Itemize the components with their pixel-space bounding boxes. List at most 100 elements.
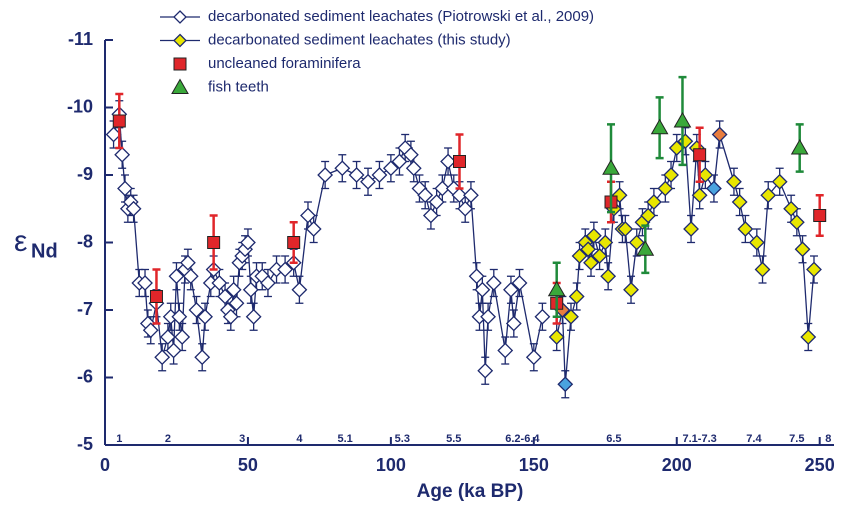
diamond-marker <box>277 261 294 278</box>
square-marker <box>287 236 301 249</box>
x-tick-label: 0 <box>100 455 110 475</box>
diamond-marker <box>711 126 728 143</box>
diamond-marker <box>171 308 188 325</box>
diamond-marker <box>117 180 133 197</box>
diamond-marker <box>154 349 171 366</box>
diamond-marker <box>434 180 451 197</box>
diamond-marker <box>477 362 494 379</box>
diamond-marker <box>405 160 422 177</box>
legend-label: uncleaned foraminifera <box>208 55 361 72</box>
diamond-marker <box>800 329 817 345</box>
diamond-marker <box>463 187 479 204</box>
y-axis-symbol: ε <box>14 225 27 258</box>
triangle-marker <box>673 111 692 128</box>
diamond-marker <box>245 308 262 325</box>
diamond-marker <box>726 173 742 190</box>
diamond-marker <box>623 281 639 298</box>
diamond-marker <box>137 275 153 291</box>
diamond-marker <box>691 187 708 204</box>
y-tick-label: -7 <box>77 299 93 319</box>
diamond-marker <box>242 281 259 298</box>
diamond-marker <box>348 167 365 183</box>
diamond-marker <box>197 308 213 325</box>
diamond-marker <box>563 308 579 325</box>
y-tick-label: -8 <box>77 231 93 251</box>
legend-marker <box>171 78 189 94</box>
stage-label: 4 <box>296 433 303 445</box>
stage-label: 8 <box>825 433 831 445</box>
square-marker <box>207 236 221 249</box>
diamond-marker <box>771 173 788 190</box>
diamond-marker <box>503 281 519 298</box>
square-marker <box>112 114 126 128</box>
diamond-marker <box>468 268 485 285</box>
diamond-marker <box>497 342 514 359</box>
triangle-marker <box>636 240 655 256</box>
diamond-marker <box>806 261 822 278</box>
legend-label: decarbonated sediment leachates (this st… <box>208 31 511 48</box>
y-tick-label: -9 <box>77 164 93 184</box>
diamond-marker <box>731 194 748 210</box>
legend-label: fish teeth <box>208 78 269 95</box>
diamond-marker <box>548 329 565 345</box>
square-marker <box>452 155 466 168</box>
diamond-marker <box>168 268 185 285</box>
diamond-marker <box>417 187 434 204</box>
triangle-marker <box>790 138 809 155</box>
diamond-marker <box>760 187 777 204</box>
square-marker <box>693 148 707 162</box>
diamond-marker <box>525 349 542 366</box>
diamond-marker <box>371 167 388 183</box>
diamond-marker <box>585 227 602 244</box>
x-tick-label: 200 <box>662 455 692 475</box>
stage-label: 7.1-7.3 <box>683 433 717 445</box>
diamond-marker <box>159 329 176 345</box>
series-line <box>112 114 544 371</box>
stage-label: 3 <box>239 433 245 445</box>
legend-marker <box>173 10 187 24</box>
stage-label: 6.5 <box>606 433 621 445</box>
stage-label: 7.5 <box>789 433 804 445</box>
x-tick-label: 50 <box>238 455 258 475</box>
diamond-marker <box>402 146 419 163</box>
diamond-marker <box>440 153 456 170</box>
diamond-marker <box>228 295 245 312</box>
diamond-marker <box>125 200 142 217</box>
diamond-marker <box>451 187 468 204</box>
diamond-marker <box>428 194 445 210</box>
diamond-marker <box>571 248 588 264</box>
diamond-marker <box>317 167 334 183</box>
diamond-marker <box>657 180 674 197</box>
triangle-marker <box>547 280 566 297</box>
diamond-marker <box>305 221 322 237</box>
diamond-marker <box>260 275 276 291</box>
diamond-marker <box>511 275 528 291</box>
diamond-marker <box>794 241 811 258</box>
stage-label: 5.1 <box>337 433 352 445</box>
diamond-marker <box>580 241 597 258</box>
diamond-marker <box>457 200 474 217</box>
diamond-marker <box>422 207 439 224</box>
diamond-marker <box>165 342 182 359</box>
diamond-marker <box>485 275 502 291</box>
diamond-marker <box>217 288 233 305</box>
diamond-marker <box>194 349 211 366</box>
diamond-marker <box>583 254 599 271</box>
stage-label: 5.5 <box>446 433 461 445</box>
diamond-marker <box>334 160 351 177</box>
diamond-marker <box>114 146 131 163</box>
diamond-marker <box>737 221 754 237</box>
diamond-marker <box>534 308 551 325</box>
square-marker <box>813 209 827 222</box>
diamond-marker <box>597 234 614 251</box>
triangle-marker <box>650 118 669 135</box>
x-axis-label: Age (ka BP) <box>417 481 524 502</box>
stage-label: 7.4 <box>746 433 762 445</box>
legend-marker <box>173 57 187 71</box>
diamond-marker <box>474 281 491 298</box>
diamond-marker <box>480 308 497 325</box>
diamond-marker <box>211 275 228 291</box>
diamond-marker <box>557 376 574 393</box>
stage-label: 6.2-6.4 <box>505 433 540 445</box>
